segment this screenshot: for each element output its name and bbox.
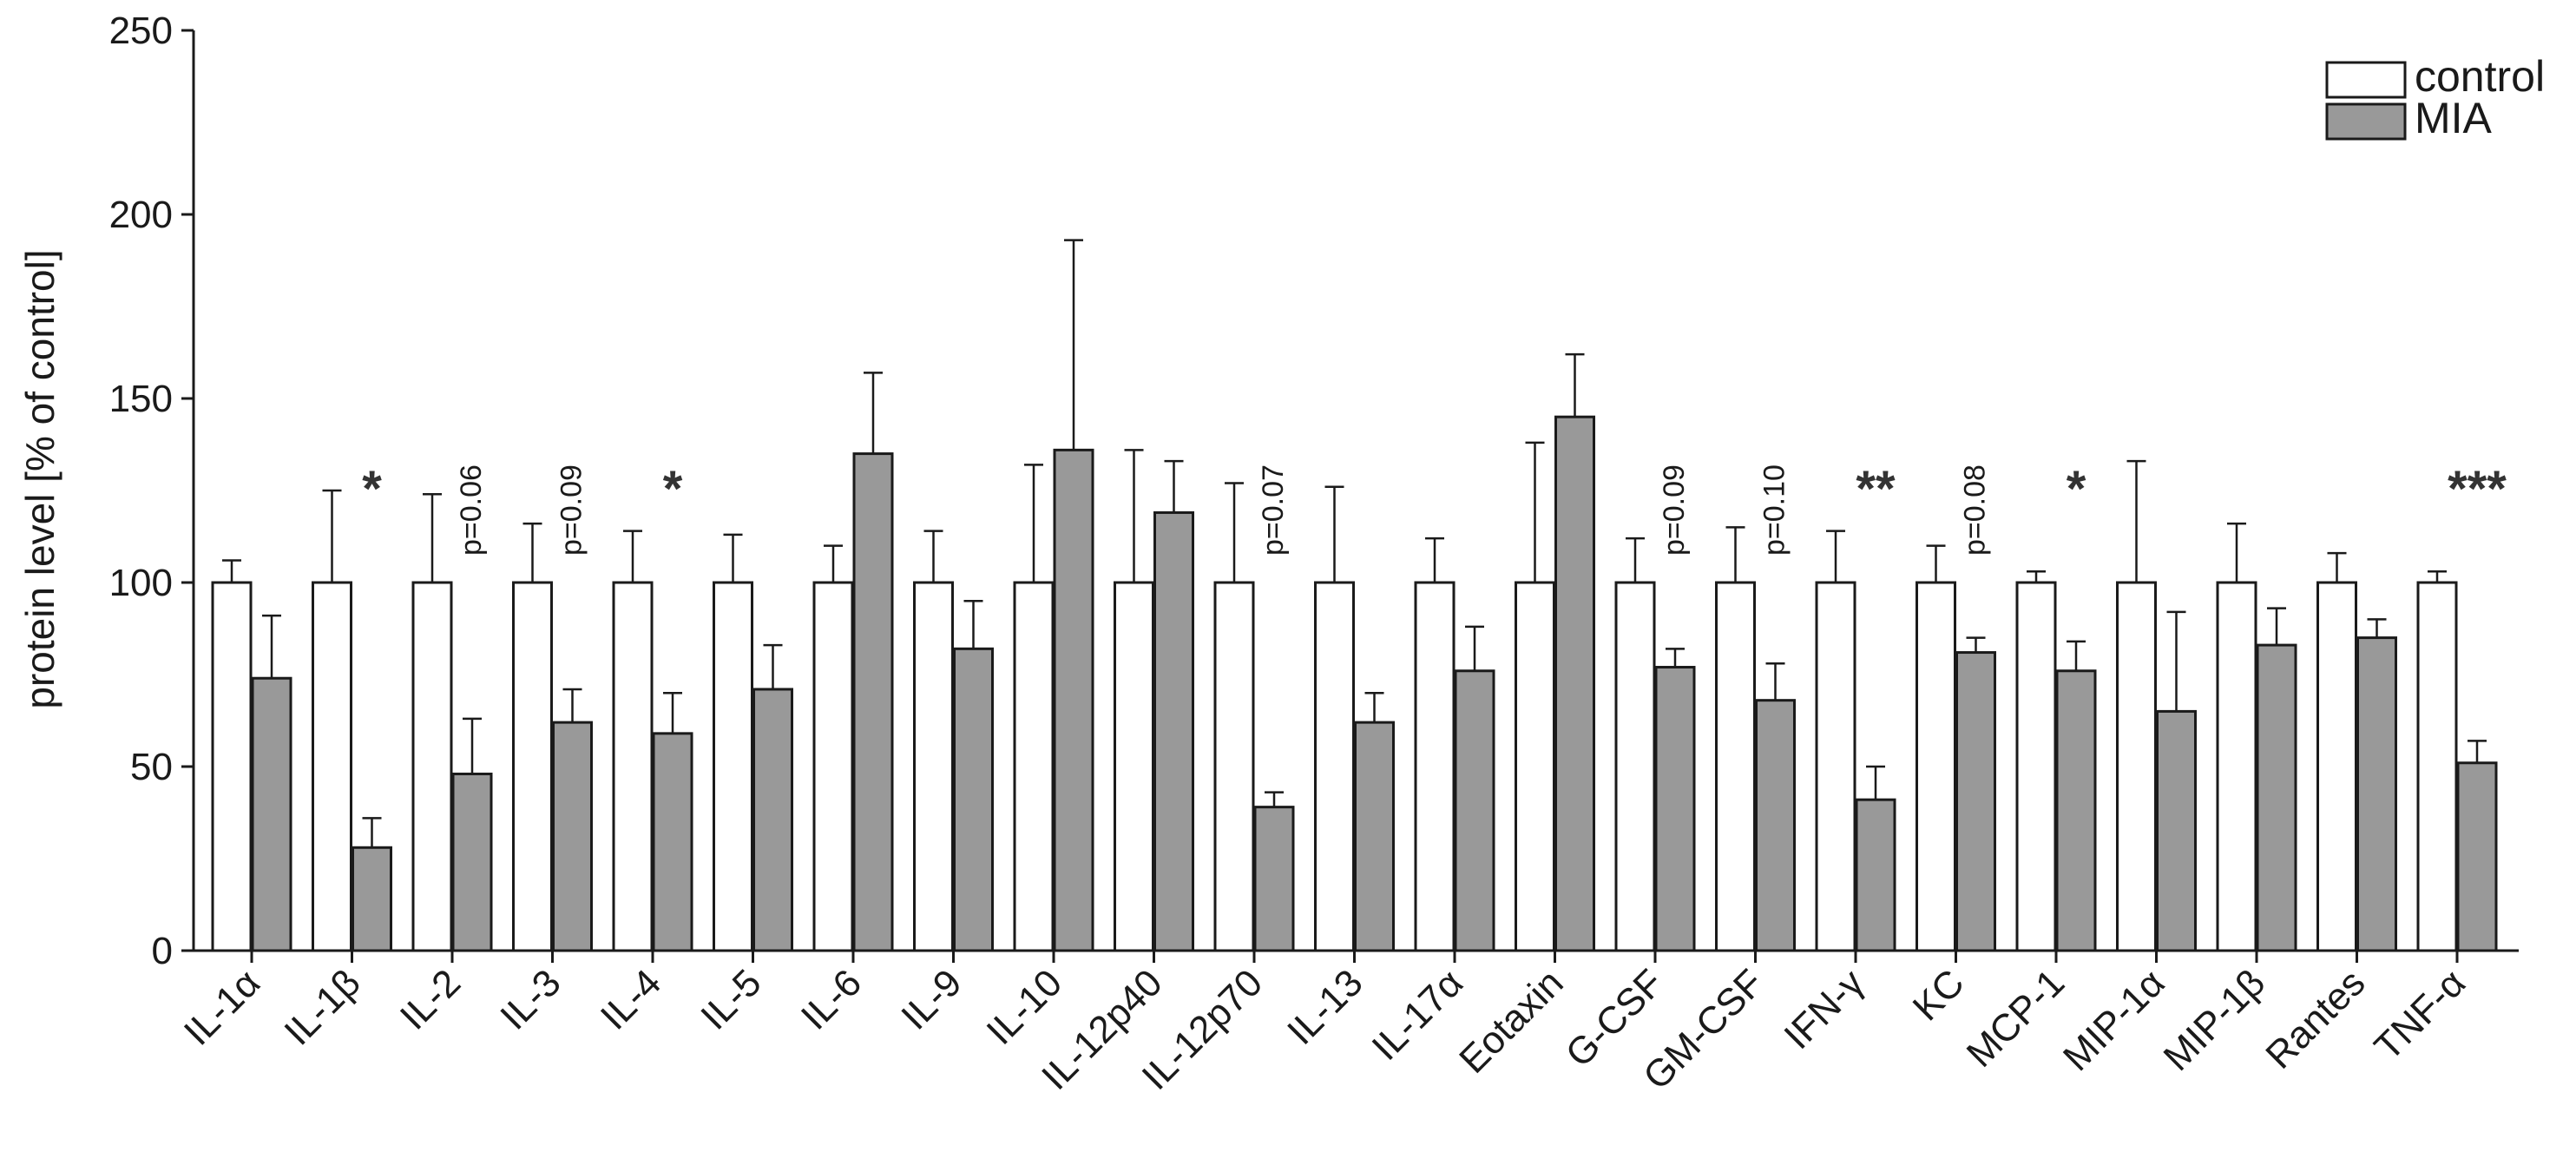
- significance-marker: *: [2067, 461, 2086, 517]
- bar-control: [512, 581, 553, 952]
- y-tick-label: 100: [109, 562, 173, 604]
- y-axis-title: protein level [% of control]: [17, 249, 62, 708]
- legend: control MIA: [2325, 52, 2545, 142]
- bar-mia: [251, 676, 292, 952]
- bar-control: [713, 581, 753, 952]
- bar-mia: [1354, 721, 1395, 952]
- legend-label-mia: MIA: [2415, 94, 2493, 142]
- bar-mia: [953, 647, 994, 952]
- x-category-label: IL-13: [1279, 961, 1371, 1053]
- x-category-label: MCP-1: [1959, 961, 2073, 1075]
- bar-control: [1114, 581, 1154, 952]
- bar-control: [211, 581, 253, 952]
- bar-control: [1715, 581, 1756, 952]
- x-category-label: IFN-γ: [1776, 961, 1872, 1057]
- x-category-label: IL-2: [392, 961, 469, 1037]
- bar-control: [411, 581, 453, 952]
- significance-marker: *: [663, 461, 683, 517]
- bar-mia: [1454, 669, 1495, 952]
- bar-control: [2316, 581, 2357, 952]
- bar-mia: [1955, 651, 1996, 952]
- bar-control: [612, 581, 654, 952]
- bar-mia: [2156, 709, 2197, 952]
- bar-control: [2015, 581, 2057, 952]
- bar-control: [1414, 581, 1456, 952]
- bar-control: [812, 581, 854, 952]
- bar-mia: [1053, 448, 1094, 952]
- significance-marker: **: [1856, 461, 1896, 517]
- x-category-label: Eotaxin: [1451, 961, 1571, 1081]
- bar-control: [2416, 581, 2458, 952]
- x-category-label: IL-4: [593, 961, 669, 1037]
- y-tick-label: 50: [130, 746, 173, 788]
- x-category-label: MIP-1β: [2156, 961, 2274, 1079]
- bar-mia: [852, 452, 894, 952]
- bars: [211, 239, 2498, 952]
- bar-mia: [451, 772, 493, 952]
- bar-mia: [552, 721, 593, 952]
- legend-label-control: control: [2415, 52, 2545, 101]
- p-value-label: p=0.08: [1959, 464, 1992, 556]
- significance-marker: ***: [2448, 461, 2507, 517]
- x-category-label: TNF-α: [2367, 961, 2474, 1068]
- bar-control: [1314, 581, 1355, 952]
- bar-mia: [1554, 415, 1595, 952]
- bar-control: [1515, 581, 1555, 952]
- bar-control: [1213, 581, 1255, 952]
- p-value-label: p=0.09: [555, 464, 588, 556]
- x-category-label: IL-1β: [276, 961, 368, 1053]
- x-category-label: IL-5: [693, 961, 769, 1037]
- bar-mia: [1855, 798, 1896, 952]
- bar-mia: [1153, 510, 1194, 952]
- bar-mia: [2356, 636, 2397, 952]
- x-category-label: IL-3: [492, 961, 568, 1037]
- y-tick-label: 200: [109, 194, 173, 236]
- bar-control: [2116, 581, 2157, 952]
- bar-mia: [352, 846, 392, 952]
- p-value-label: p=0.07: [1257, 464, 1290, 556]
- bar-mia: [1253, 806, 1295, 952]
- legend-swatch-mia: [2325, 102, 2407, 141]
- bar-mia: [752, 688, 793, 952]
- x-category-label: IL-9: [893, 961, 969, 1037]
- y-tick-label: 0: [152, 930, 173, 972]
- x-category-label: KC: [1905, 961, 1973, 1029]
- x-category-label: IL-6: [793, 961, 870, 1037]
- bar-control: [1916, 581, 1956, 952]
- x-category-label: Rantes: [2257, 961, 2373, 1077]
- x-category-label: MIP-1α: [2055, 961, 2173, 1079]
- bar-control: [1815, 581, 1856, 952]
- bar-mia: [2055, 669, 2097, 952]
- y-tick-label: 150: [109, 378, 173, 420]
- bar-control: [913, 581, 954, 952]
- p-value-label: p=0.09: [1658, 464, 1691, 556]
- x-category-label: IL-1α: [176, 961, 268, 1053]
- legend-swatch-control: [2325, 61, 2407, 99]
- p-value-label: p=0.06: [455, 464, 488, 556]
- bar-mia: [1755, 699, 1796, 952]
- x-category-label: IL-10: [979, 961, 1071, 1053]
- bar-control: [1614, 581, 1656, 952]
- bar-mia: [652, 732, 693, 952]
- bar-control: [312, 581, 352, 952]
- bar-mia: [2256, 643, 2297, 952]
- bar-control: [2216, 581, 2257, 952]
- p-value-label: p=0.10: [1758, 464, 1791, 556]
- significance-marker: *: [362, 461, 382, 517]
- bar-control: [1013, 581, 1055, 952]
- y-tick-label: 250: [109, 10, 173, 52]
- bar-mia: [1654, 666, 1696, 952]
- bar-mia: [2456, 761, 2498, 952]
